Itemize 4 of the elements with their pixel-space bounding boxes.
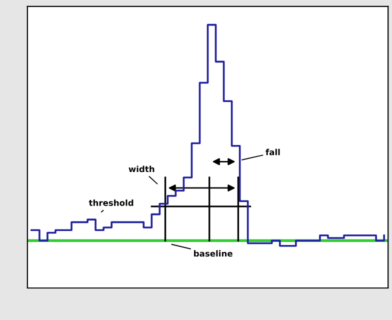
- annotation: fall: [266, 148, 280, 156]
- annotation: threshold: [88, 199, 134, 206]
- annotation: width: [128, 166, 154, 172]
- annotation: baseline: [194, 250, 232, 257]
